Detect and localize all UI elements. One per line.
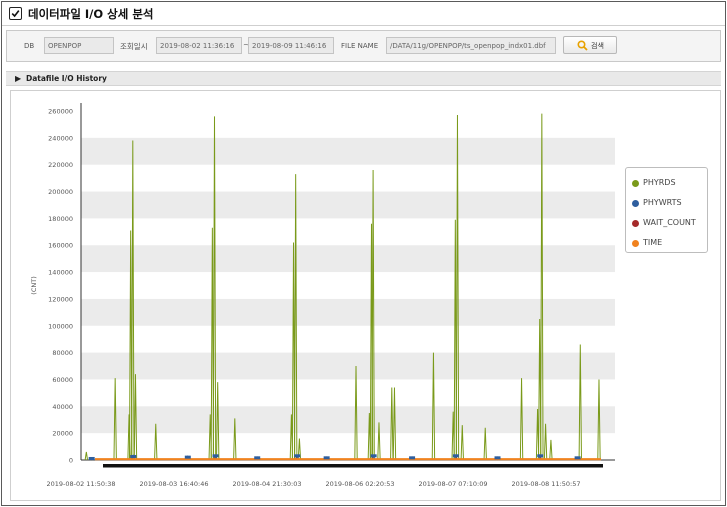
legend-label: PHYRDS xyxy=(643,178,676,187)
grid-band xyxy=(81,298,615,326)
chart-legend: PHYRDS PHYWRTS WAIT_COUNT TIME xyxy=(625,167,708,253)
period-label: 조회일시 xyxy=(120,42,148,51)
legend-marker-icon xyxy=(632,220,639,227)
section-title: Datafile I/O History xyxy=(26,74,107,83)
y-tick-label: 120000 xyxy=(48,295,73,303)
y-tick-label: 220000 xyxy=(48,161,73,169)
y-tick-label: 0 xyxy=(69,457,73,465)
x-tick-label: 2019-08-06 02:20:53 xyxy=(325,480,394,488)
y-tick-label: 180000 xyxy=(48,215,73,223)
series-spike xyxy=(216,382,220,461)
series-spike xyxy=(597,379,601,461)
y-tick-label: 20000 xyxy=(52,430,73,438)
checkbox-icon xyxy=(9,7,22,20)
series-spike xyxy=(297,438,302,461)
y-tick-label: 60000 xyxy=(52,376,73,384)
x-tick-label: 2019-08-08 11:50:57 xyxy=(511,480,580,488)
legend-label: WAIT_COUNT xyxy=(643,218,696,227)
series-spike xyxy=(377,422,381,461)
db-field[interactable]: OPENPOP xyxy=(44,37,114,54)
series-spike xyxy=(460,425,464,461)
x-tick-label: 2019-08-07 07:10:09 xyxy=(418,480,487,488)
series-point xyxy=(494,456,501,460)
to-date-field[interactable]: 2019-08-09 11:46:16 xyxy=(248,37,334,54)
y-tick-label: 80000 xyxy=(52,349,73,357)
search-icon xyxy=(577,40,588,51)
x-tick-label: 2019-08-04 21:30:03 xyxy=(232,480,301,488)
series-point xyxy=(254,456,261,460)
grid-band xyxy=(81,352,615,380)
y-axis-label: (CNT) xyxy=(30,276,38,294)
y-tick-label: 100000 xyxy=(48,322,73,330)
series-point xyxy=(130,454,137,458)
series-spike xyxy=(483,427,487,461)
series-point xyxy=(294,454,301,458)
series-spike xyxy=(455,115,460,461)
series-point xyxy=(88,456,95,460)
series-spike xyxy=(293,174,298,461)
series-spike xyxy=(113,378,117,461)
y-tick-label: 200000 xyxy=(48,188,73,196)
series-spike xyxy=(233,418,237,461)
file-name-label: FILE NAME xyxy=(341,42,379,50)
series-spike xyxy=(519,378,524,461)
range-separator: ~ xyxy=(243,40,250,49)
x-tick-label: 2019-08-02 11:50:38 xyxy=(46,480,115,488)
legend-label: PHYWRTS xyxy=(643,198,682,207)
from-date-field[interactable]: 2019-08-02 11:36:16 xyxy=(156,37,242,54)
y-tick-label: 240000 xyxy=(48,134,73,142)
grid-band xyxy=(81,406,615,434)
page-title: 데이터파일 I/O 상세 분석 xyxy=(28,7,154,21)
grid-band xyxy=(81,245,615,273)
y-tick-label: 40000 xyxy=(52,403,73,411)
grid-band xyxy=(81,191,615,219)
x-axis-tick-band xyxy=(103,464,603,468)
series-point xyxy=(409,456,416,460)
search-panel: DB OPENPOP 조회일시 2019-08-02 11:36:16 ~ 20… xyxy=(6,30,721,62)
series-point xyxy=(452,454,459,458)
series-spike xyxy=(354,366,358,461)
search-button[interactable]: 검색 xyxy=(563,36,617,54)
series-point xyxy=(323,456,330,460)
y-tick-label: 140000 xyxy=(48,269,73,277)
series-spike xyxy=(131,140,135,461)
series-spike xyxy=(543,423,548,461)
grid-band xyxy=(81,137,615,165)
series-spike xyxy=(392,387,397,461)
legend-marker-icon xyxy=(632,200,639,207)
series-spike xyxy=(133,374,138,461)
series-point xyxy=(370,454,377,458)
legend-label: TIME xyxy=(643,238,663,247)
file-name-field[interactable]: /DATA/11g/OPENPOP/ts_openpop_indx01.dbf xyxy=(386,37,556,54)
series-spike xyxy=(212,116,217,461)
io-history-chart: 0 20000 40000 60000 80000 100000 120000 140000 1… xyxy=(30,103,615,488)
series-point xyxy=(212,454,219,458)
series-spike xyxy=(549,439,553,461)
chart-container: 0 20000 40000 60000 80000 100000 120000 140000 1… xyxy=(10,90,721,501)
legend-marker-icon xyxy=(632,180,639,187)
series-spike xyxy=(431,352,436,461)
search-button-label: 검색 xyxy=(591,42,604,50)
x-tick-label: 2019-08-03 16:40:46 xyxy=(139,480,208,488)
y-tick-label: 260000 xyxy=(48,108,73,116)
section-header[interactable]: ▶ Datafile I/O History xyxy=(6,71,721,86)
series-spike xyxy=(540,113,544,461)
expand-arrow-icon: ▶ xyxy=(15,74,22,83)
legend-marker-icon xyxy=(632,240,639,247)
series-spike xyxy=(371,170,375,461)
series-spike xyxy=(84,451,89,461)
series-spike xyxy=(390,387,394,461)
series-point xyxy=(184,455,191,459)
series-point xyxy=(537,454,544,458)
db-label: DB xyxy=(24,42,35,50)
title-bar: 데이터파일 I/O 상세 분석 xyxy=(2,2,725,26)
series-spike xyxy=(154,423,158,461)
y-tick-label: 160000 xyxy=(48,242,73,250)
series-point xyxy=(574,456,581,460)
series-spike xyxy=(578,344,582,461)
